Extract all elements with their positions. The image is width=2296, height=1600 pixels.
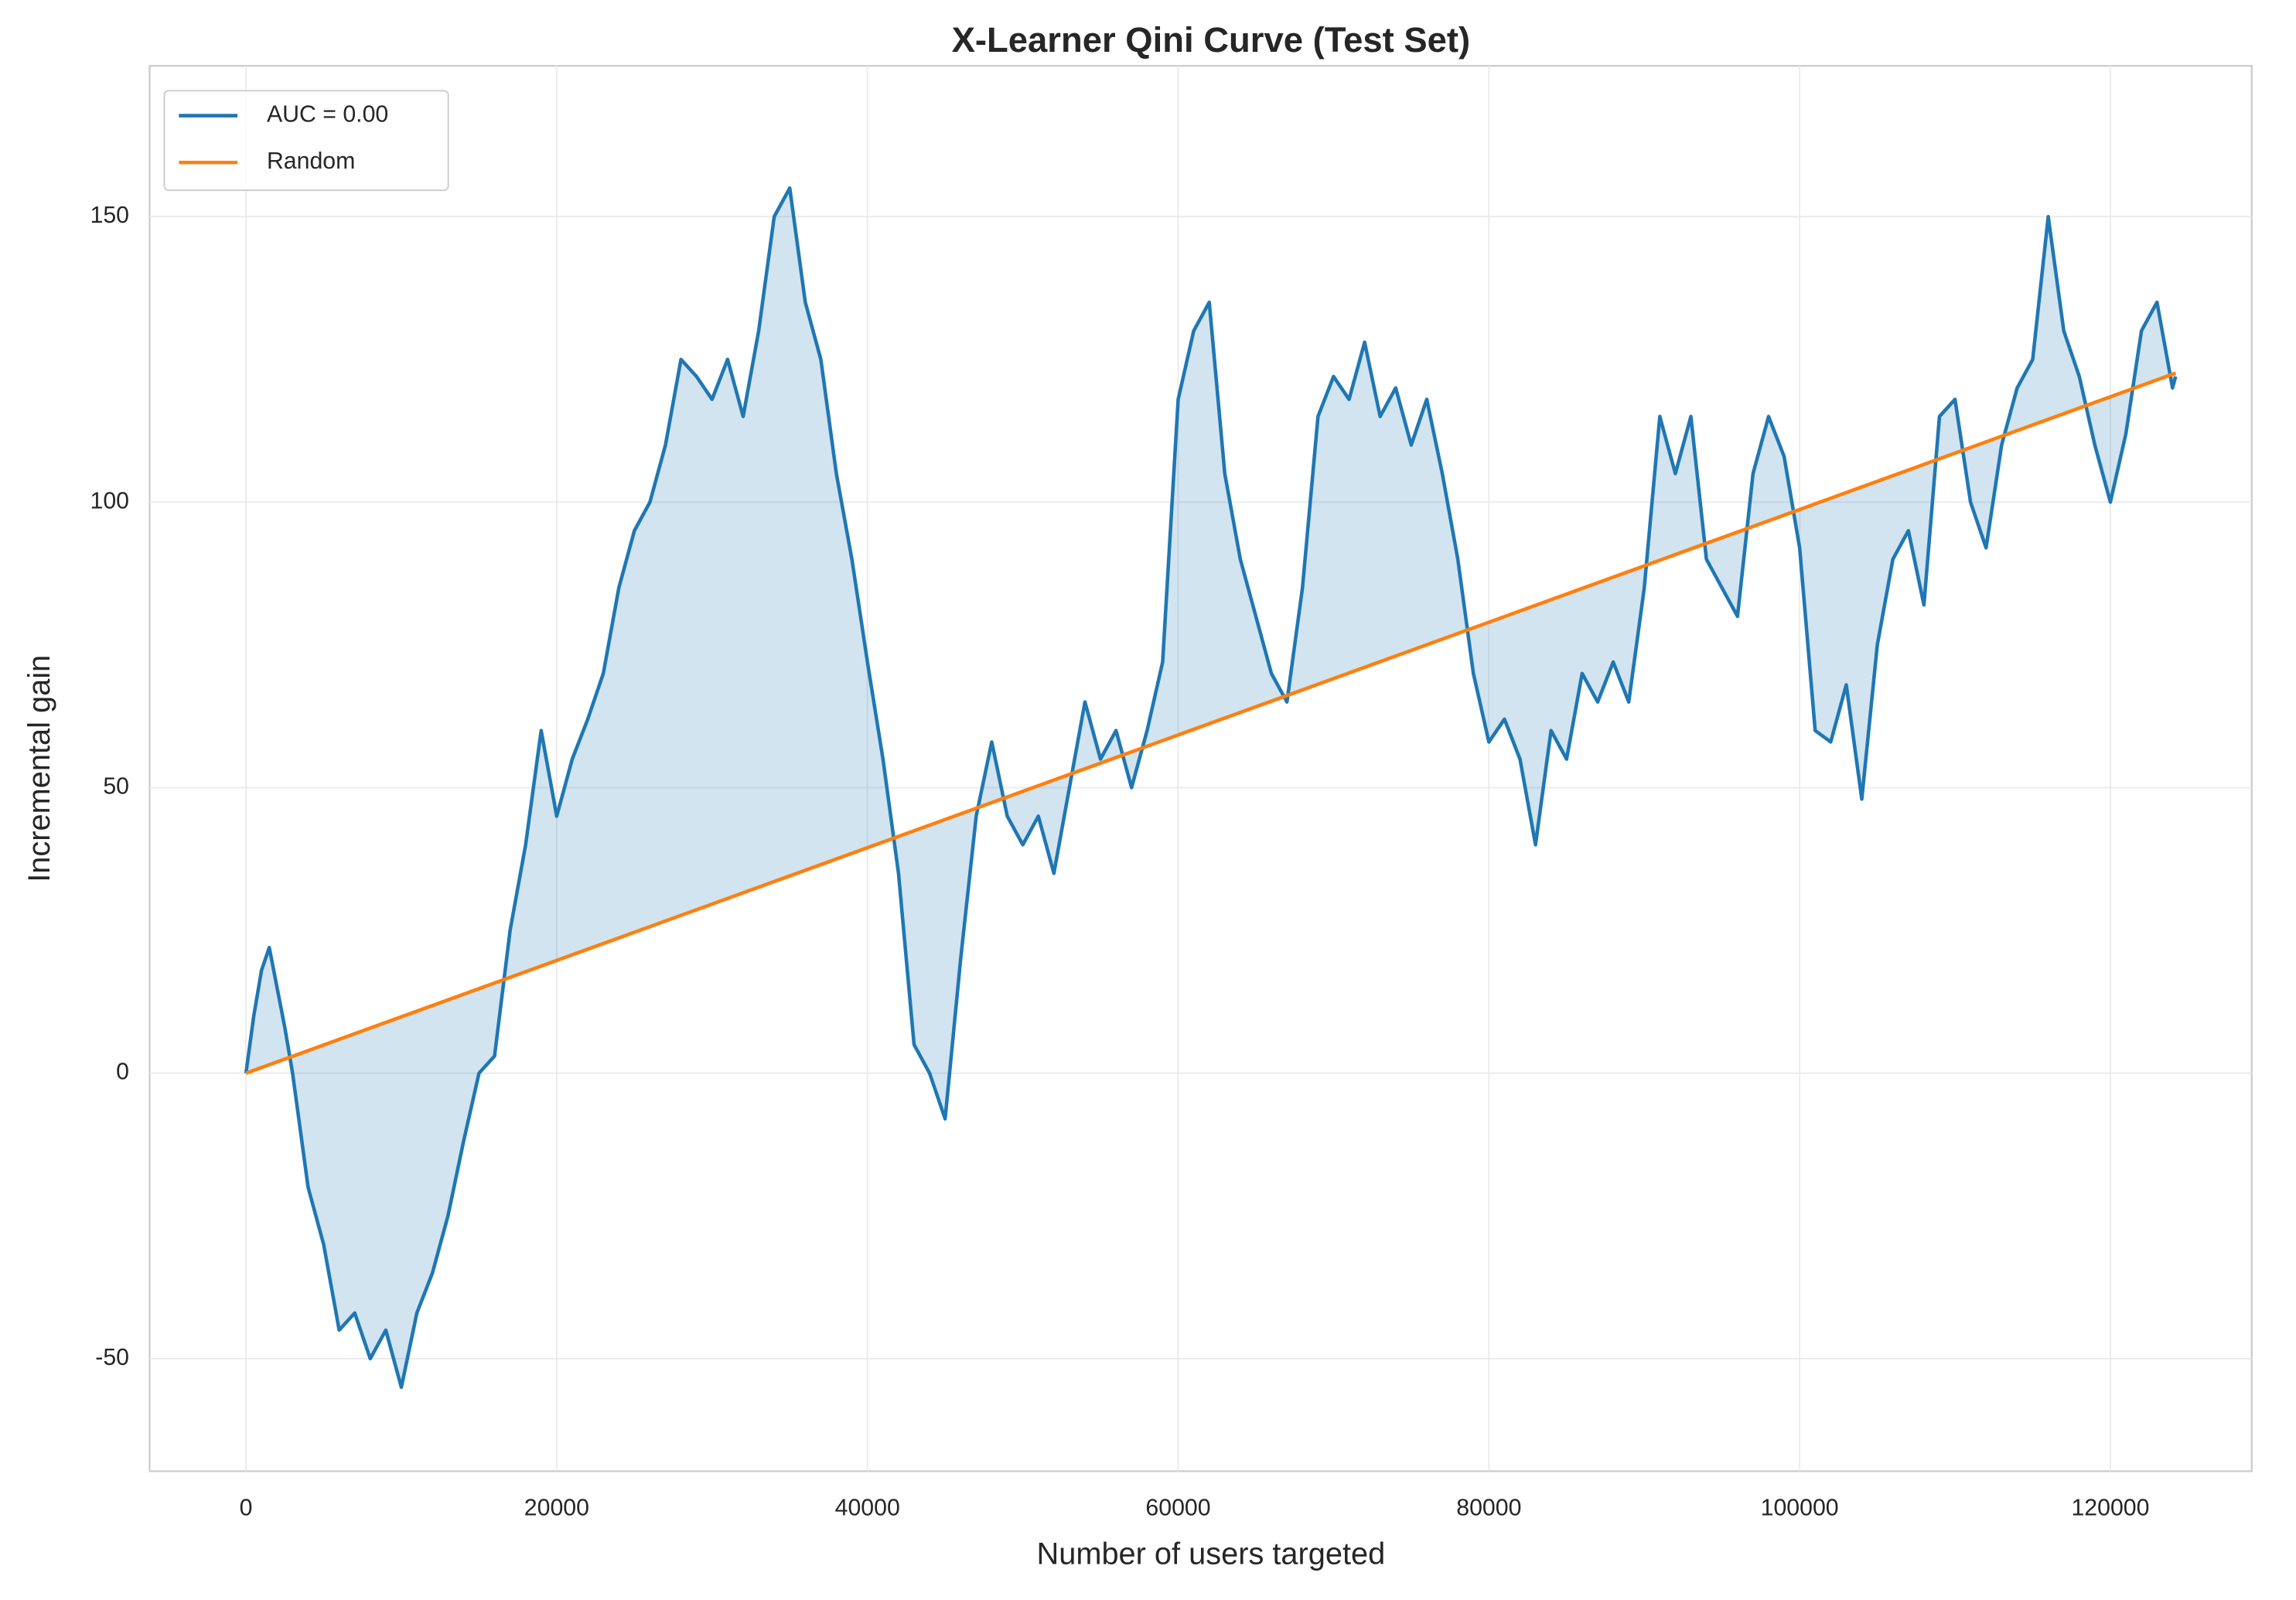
x-tick-label: 0 [240,1496,253,1521]
legend: AUC = 0.00 Random [163,90,449,192]
legend-label: Random [267,148,355,174]
x-tick-label: 20000 [524,1496,589,1521]
x-tick-label: 40000 [835,1496,900,1521]
y-tick-label: 0 [116,1059,129,1085]
grid [149,66,2252,1472]
y-tick-label: -50 [95,1345,129,1370]
x-tick-label: 120000 [2071,1496,2149,1521]
fill-between [246,188,2176,1387]
y-axis-label: Incremental gain [22,655,56,882]
y-tick-label: 100 [90,488,129,513]
x-axis-label: Number of users targeted [1037,1537,1386,1571]
x-tick-label: 80000 [1456,1496,1521,1521]
chart-title: X-Learner Qini Curve (Test Set) [952,20,1471,60]
y-tick-label: 50 [103,774,129,800]
plot-area [148,65,2253,1472]
legend-label: AUC = 0.00 [267,102,388,128]
series-line [245,371,2177,1075]
series-line [244,186,2178,1390]
x-tick-label: 100000 [1761,1496,1839,1521]
y-tick-label: 150 [90,203,129,228]
x-tick-label: 60000 [1145,1496,1210,1521]
